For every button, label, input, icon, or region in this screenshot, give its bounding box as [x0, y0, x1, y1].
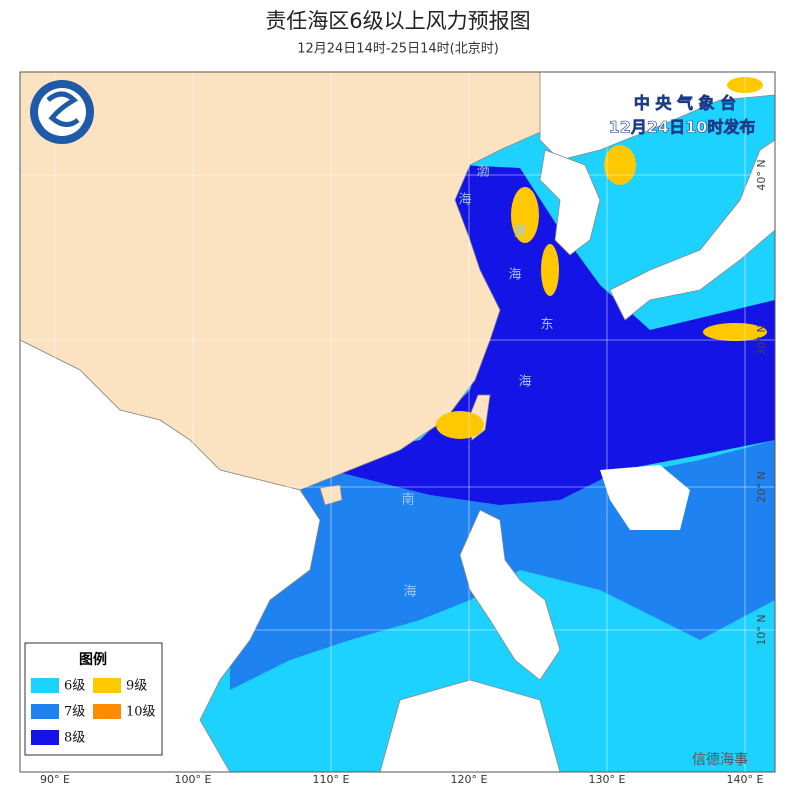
legend-swatch: [31, 678, 59, 693]
lat-label: 40° N: [755, 159, 768, 190]
sea-label: 海: [508, 268, 521, 283]
lon-label: 120° E: [451, 773, 488, 786]
legend-swatch: [31, 704, 59, 719]
legend-swatch: [31, 730, 59, 745]
sea-label: 海: [458, 193, 471, 208]
borneo: [379, 679, 561, 772]
legend-label: 9级: [126, 679, 147, 694]
legend-label: 7级: [64, 705, 85, 720]
title: 责任海区6级以上风力预报图: [265, 9, 530, 33]
issuer-name: 中 央 气 象 台: [634, 94, 736, 113]
korea: [539, 149, 601, 256]
lon-label: 140° E: [727, 773, 764, 786]
subtitle: 12月24日14时-25日14时(北京时): [297, 42, 499, 57]
lat-label: 10° N: [755, 614, 768, 645]
gale-9: [604, 145, 636, 185]
lon-label: 130° E: [589, 773, 626, 786]
logo: [30, 80, 94, 144]
sea-label: 渤: [476, 164, 489, 180]
legend-title: 图例: [79, 651, 107, 668]
philippines: [459, 509, 561, 681]
lon-label: 90° E: [40, 773, 70, 786]
lon-label: 110° E: [313, 773, 350, 786]
lat-label: 20° N: [755, 471, 768, 502]
legend-label: 8级: [64, 731, 85, 746]
gale-9: [436, 411, 484, 439]
sea-label: 海: [403, 585, 416, 600]
sea-label: 黄: [513, 225, 526, 240]
gale-9: [511, 187, 539, 243]
issuer-time: 12月24日10时发布: [609, 118, 756, 137]
map-frame: [19, 71, 776, 773]
sea-label: 海: [518, 375, 531, 390]
map-body: [20, 72, 775, 772]
lon-label: 100° E: [175, 773, 212, 786]
legend: 图例 6级 9级 7级 10级 8级: [24, 642, 163, 756]
watermark: 信德海事: [692, 752, 748, 768]
legend-swatch: [93, 678, 121, 693]
gale-9: [703, 323, 767, 341]
legend-label: 6级: [64, 679, 85, 694]
sea-label: 东: [540, 318, 553, 333]
legend-label: 10级: [126, 705, 156, 720]
neighbor-land: [539, 72, 775, 161]
gale-9: [541, 244, 559, 296]
lat-label: 30° N: [755, 324, 768, 355]
legend-swatch: [93, 704, 121, 719]
japan: [609, 139, 775, 321]
sea-label: 南: [401, 492, 414, 508]
sea-calm: [600, 465, 690, 530]
